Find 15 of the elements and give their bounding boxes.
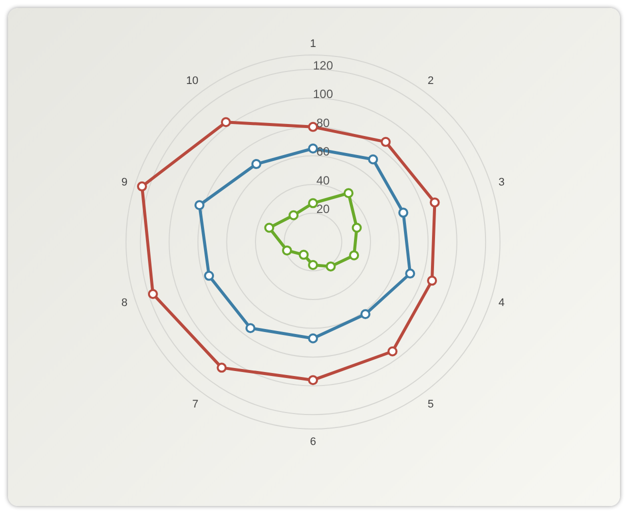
spoke-label: 5 [428, 398, 434, 411]
spoke-label: 2 [428, 75, 434, 88]
spoke-label: 4 [498, 297, 505, 310]
y-tick-label: 100 [312, 87, 334, 102]
y-tick-label: 80 [316, 116, 330, 130]
spoke-label: 6 [310, 436, 316, 448]
y-tick-label: 120 [312, 58, 334, 72]
y-tick-label: 40 [316, 173, 330, 188]
spoke-label: 9 [121, 176, 128, 189]
spoke-label: 7 [192, 398, 198, 411]
spoke-label: 10 [186, 75, 198, 88]
spoke-label: 3 [498, 176, 505, 189]
spoke-label: 1 [310, 38, 316, 50]
y-tick-label: 20 [316, 202, 330, 216]
spoke-label: 8 [121, 297, 128, 310]
